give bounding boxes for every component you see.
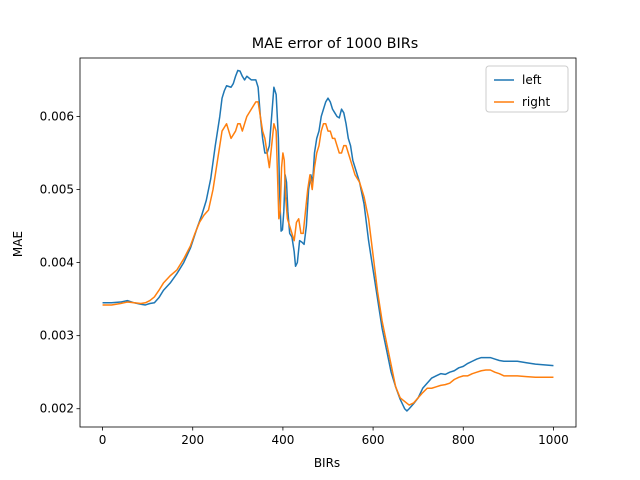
y-axis-label: MAE (11, 231, 25, 257)
legend-box (485, 65, 569, 113)
legend-label-right: right (522, 95, 550, 109)
x-tick-label: 800 (452, 433, 475, 447)
plot-area: 0 200 400 600 800 1000 0.002 0.003 0.004 0.005 0.0… (40, 57, 577, 447)
x-tick-label: 1000 (538, 433, 569, 447)
x-tick-label: 600 (362, 433, 385, 447)
x-tick-label: 200 (181, 433, 204, 447)
x-tick-label: 0 (99, 433, 107, 447)
y-tick-label: 0.005 (40, 183, 74, 197)
y-tick-label: 0.004 (40, 256, 74, 270)
y-tick-label: 0.003 (40, 329, 74, 343)
y-tick-label: 0.002 (40, 402, 74, 416)
x-axis-label: BIRs (314, 456, 340, 470)
plot-frame (79, 57, 577, 428)
series-line-right (102, 101, 554, 406)
chart-title: MAE error of 1000 BIRs (252, 36, 419, 52)
series-line-left (102, 69, 554, 412)
x-tick-label: 400 (271, 433, 294, 447)
y-tick-label: 0.006 (40, 109, 74, 123)
legend-label-left: left (522, 73, 542, 87)
